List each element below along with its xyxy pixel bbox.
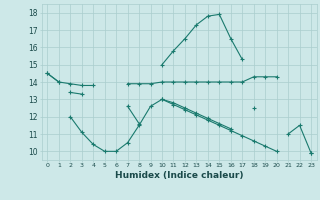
X-axis label: Humidex (Indice chaleur): Humidex (Indice chaleur) [115,171,244,180]
